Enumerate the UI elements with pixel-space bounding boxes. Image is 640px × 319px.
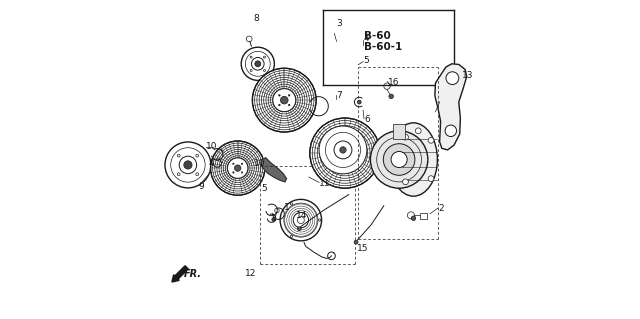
Circle shape bbox=[412, 216, 416, 220]
Circle shape bbox=[291, 203, 292, 205]
Circle shape bbox=[255, 61, 260, 67]
Text: 10: 10 bbox=[206, 142, 218, 151]
Circle shape bbox=[165, 142, 211, 188]
Circle shape bbox=[357, 100, 361, 104]
Circle shape bbox=[383, 144, 415, 175]
Circle shape bbox=[298, 217, 304, 224]
Text: 16: 16 bbox=[388, 78, 399, 87]
Circle shape bbox=[318, 219, 321, 221]
Circle shape bbox=[211, 141, 265, 195]
Circle shape bbox=[227, 158, 248, 178]
Circle shape bbox=[319, 126, 367, 174]
Circle shape bbox=[428, 137, 434, 143]
Text: 15: 15 bbox=[356, 244, 368, 253]
Circle shape bbox=[371, 131, 428, 188]
Circle shape bbox=[298, 227, 301, 231]
Text: 4: 4 bbox=[363, 34, 369, 43]
Circle shape bbox=[264, 56, 266, 58]
Circle shape bbox=[446, 72, 459, 85]
Text: 6: 6 bbox=[364, 115, 370, 124]
Circle shape bbox=[241, 163, 243, 165]
Text: 3: 3 bbox=[337, 19, 342, 28]
Circle shape bbox=[177, 173, 180, 175]
Circle shape bbox=[408, 212, 415, 219]
Polygon shape bbox=[435, 64, 467, 150]
Circle shape bbox=[232, 163, 234, 165]
Circle shape bbox=[349, 158, 351, 160]
Circle shape bbox=[278, 104, 280, 106]
Circle shape bbox=[184, 161, 192, 169]
Circle shape bbox=[232, 172, 234, 173]
Text: 14: 14 bbox=[296, 211, 307, 220]
Circle shape bbox=[293, 212, 308, 228]
Circle shape bbox=[177, 154, 180, 157]
Circle shape bbox=[280, 199, 321, 241]
Circle shape bbox=[354, 240, 358, 244]
Circle shape bbox=[272, 218, 276, 221]
Circle shape bbox=[252, 68, 316, 132]
Text: 5: 5 bbox=[261, 184, 267, 193]
Text: 10: 10 bbox=[253, 159, 265, 168]
Polygon shape bbox=[261, 158, 287, 182]
Circle shape bbox=[332, 140, 358, 166]
Circle shape bbox=[252, 57, 264, 70]
Circle shape bbox=[241, 172, 243, 173]
Text: 1: 1 bbox=[284, 203, 290, 212]
FancyBboxPatch shape bbox=[394, 124, 405, 139]
Text: 5: 5 bbox=[363, 56, 369, 65]
Circle shape bbox=[403, 134, 408, 140]
Circle shape bbox=[234, 165, 241, 171]
Text: 7: 7 bbox=[336, 91, 342, 100]
Text: 11: 11 bbox=[319, 179, 330, 188]
Circle shape bbox=[339, 158, 340, 160]
Circle shape bbox=[250, 70, 252, 71]
Circle shape bbox=[196, 154, 198, 157]
Circle shape bbox=[428, 176, 434, 182]
Text: 2: 2 bbox=[438, 204, 444, 213]
Circle shape bbox=[403, 179, 408, 185]
Circle shape bbox=[241, 47, 275, 80]
Circle shape bbox=[288, 104, 290, 106]
Circle shape bbox=[264, 70, 266, 71]
Circle shape bbox=[250, 56, 252, 58]
Circle shape bbox=[339, 147, 340, 149]
Circle shape bbox=[391, 152, 407, 167]
Text: 13: 13 bbox=[462, 71, 474, 80]
Text: FR.: FR. bbox=[184, 269, 202, 279]
Circle shape bbox=[389, 94, 394, 99]
FancyArrow shape bbox=[172, 266, 188, 282]
Circle shape bbox=[273, 89, 296, 112]
Circle shape bbox=[415, 128, 421, 134]
Circle shape bbox=[334, 141, 352, 159]
Circle shape bbox=[196, 173, 198, 175]
Text: B-60
B-60-1: B-60 B-60-1 bbox=[364, 31, 403, 52]
Circle shape bbox=[288, 94, 290, 96]
Text: 4: 4 bbox=[209, 159, 214, 168]
Circle shape bbox=[445, 125, 456, 137]
Circle shape bbox=[291, 235, 292, 237]
Text: 9: 9 bbox=[199, 182, 205, 191]
Ellipse shape bbox=[390, 123, 437, 196]
Circle shape bbox=[278, 94, 280, 96]
Circle shape bbox=[349, 147, 351, 149]
Bar bbox=[420, 213, 427, 219]
Circle shape bbox=[179, 156, 196, 174]
Circle shape bbox=[280, 96, 288, 104]
Circle shape bbox=[340, 149, 349, 157]
Circle shape bbox=[340, 147, 346, 153]
Text: 12: 12 bbox=[245, 269, 257, 278]
Text: 8: 8 bbox=[253, 14, 259, 23]
Circle shape bbox=[310, 118, 380, 188]
